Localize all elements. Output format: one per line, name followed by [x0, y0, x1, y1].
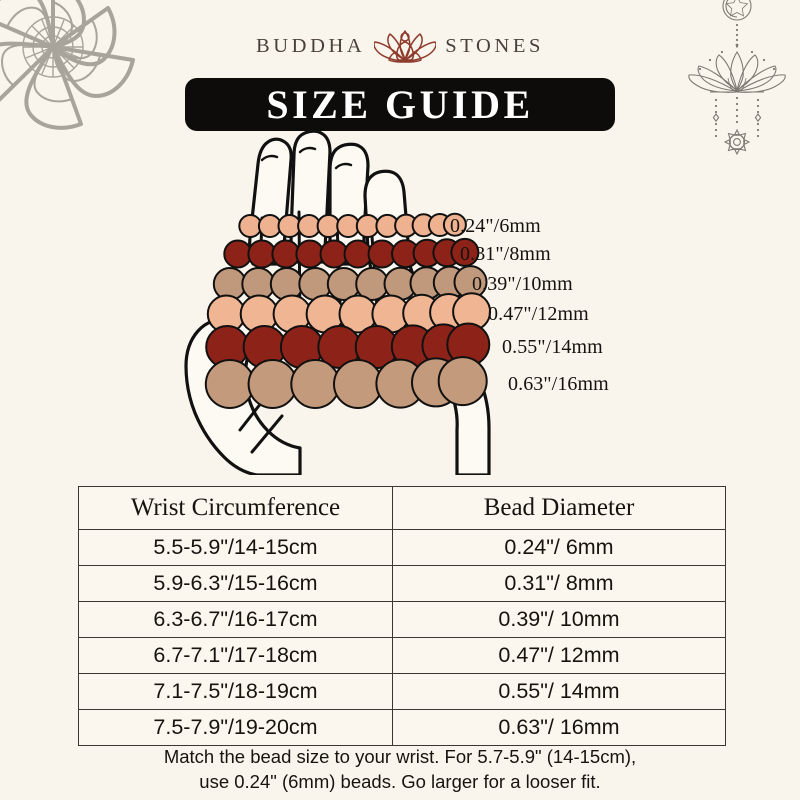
column-header-bead-diameter: Bead Diameter — [392, 486, 726, 530]
footer-note: Match the bead size to your wrist. For 5… — [60, 744, 740, 794]
bead-size-label: 0.24"/6mm — [450, 215, 541, 237]
bracelet-row — [223, 237, 480, 269]
bracelet-row — [205, 322, 491, 369]
size-table: Wrist Circumference Bead Diameter 5.5-5.… — [78, 486, 726, 746]
bead — [333, 359, 383, 409]
table-row: 5.5-5.9"/14-15cm 0.24"/ 6mm — [78, 529, 726, 566]
page-title: SIZE GUIDE — [266, 81, 534, 127]
bracelet-bead-rows — [204, 212, 492, 409]
table-row: 6.7-7.1"/17-18cm 0.47"/ 12mm — [78, 637, 726, 674]
cell-wrist-circumference: 5.5-5.9"/14-15cm — [78, 529, 393, 566]
bead — [442, 212, 467, 237]
brand-lockup: BUDDHA STONES — [0, 24, 800, 68]
bead — [247, 239, 277, 269]
cell-bead-diameter: 0.55"/ 14mm — [392, 673, 726, 710]
bead-size-label: 0.47"/12mm — [488, 303, 589, 325]
bead — [204, 359, 255, 409]
cell-bead-diameter: 0.39"/ 10mm — [392, 601, 726, 638]
lotus-meditation-figure-icon — [374, 30, 437, 63]
cell-wrist-circumference: 5.9-6.3"/15-16cm — [78, 565, 393, 602]
bead-size-label: 0.63"/16mm — [508, 373, 609, 395]
bead-size-label: 0.55"/14mm — [502, 336, 603, 358]
bead-size-label: 0.39"/10mm — [472, 273, 573, 295]
table-row: 7.1-7.5"/18-19cm 0.55"/ 14mm — [78, 673, 726, 710]
cell-wrist-circumference: 7.1-7.5"/18-19cm — [78, 673, 393, 710]
column-header-wrist-circumference: Wrist Circumference — [78, 486, 393, 530]
cell-bead-diameter: 0.24"/ 6mm — [392, 529, 726, 566]
bracelet-row — [206, 292, 492, 334]
bead — [223, 239, 253, 269]
bead — [450, 237, 480, 267]
bead — [271, 239, 301, 269]
bead — [437, 356, 488, 407]
cell-bead-diameter: 0.63"/ 16mm — [392, 709, 726, 746]
bead — [269, 267, 304, 301]
brand-word-right: STONES — [445, 34, 544, 57]
bracelet-row — [238, 212, 467, 238]
table-row: 7.5-7.9"/19-20cm 0.63"/ 16mm — [78, 709, 726, 746]
brand-word-left: BUDDHA — [256, 34, 366, 57]
hand-with-bracelets-illustration — [184, 130, 492, 475]
footer-note-line-1: Match the bead size to your wrist. For 5… — [163, 746, 637, 767]
bracelet-row — [204, 356, 488, 409]
cell-bead-diameter: 0.31"/ 8mm — [392, 565, 726, 602]
cell-wrist-circumference: 7.5-7.9"/19-20cm — [78, 709, 393, 746]
size-guide-title-banner: SIZE GUIDE — [185, 78, 615, 131]
bead — [295, 239, 325, 269]
bead — [319, 239, 349, 269]
table-row: 6.3-6.7"/16-17cm 0.39"/ 10mm — [78, 601, 726, 638]
bead — [343, 239, 373, 269]
footer-note-line-2: use 0.24" (6mm) beads. Go larger for a l… — [199, 771, 601, 792]
bead — [290, 359, 341, 409]
cell-wrist-circumference: 6.7-7.1"/17-18cm — [78, 637, 393, 674]
bead-size-label: 0.31"/8mm — [460, 243, 551, 265]
table-header-row: Wrist Circumference Bead Diameter — [78, 486, 726, 530]
cell-bead-diameter: 0.47"/ 12mm — [392, 637, 726, 674]
table-row: 5.9-6.3"/15-16cm 0.31"/ 8mm — [78, 565, 726, 602]
bead — [247, 359, 298, 409]
cell-wrist-circumference: 6.3-6.7"/16-17cm — [78, 601, 393, 638]
